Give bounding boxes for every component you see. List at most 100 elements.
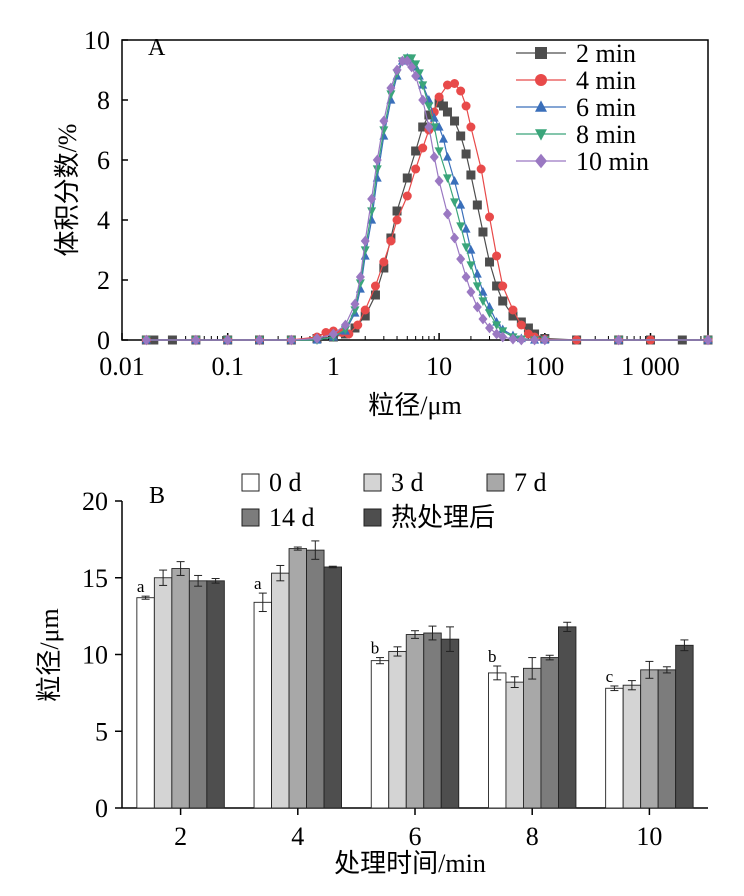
data-point: [456, 131, 466, 141]
data-point: [492, 281, 502, 291]
data-point: [456, 86, 466, 96]
panel-a-y-axis-title: 体积分数/%: [53, 124, 82, 257]
data-point: [379, 257, 389, 267]
significance-letter: a: [254, 574, 262, 593]
legend-label: 4 min: [576, 66, 636, 95]
legend-label: 2 min: [576, 39, 636, 68]
significance-letter: a: [137, 577, 145, 596]
data-point: [450, 116, 460, 126]
data-point: [424, 121, 434, 133]
x-tick-label: 0.01: [99, 352, 145, 381]
legend-swatch: [241, 473, 260, 492]
bar: [370, 660, 390, 809]
data-point: [472, 269, 482, 278]
bar: [558, 626, 577, 809]
significance-letter: b: [371, 639, 380, 658]
data-point: [418, 94, 428, 106]
legend-marker: [535, 100, 547, 112]
data-point: [411, 60, 421, 69]
legend-label: 6 min: [576, 93, 636, 122]
legend-swatch: [486, 473, 505, 492]
data-point: [370, 290, 380, 300]
data-point: [223, 334, 233, 346]
data-point: [434, 147, 444, 156]
bar: [306, 549, 325, 809]
legend-swatch: [363, 473, 382, 492]
data-point: [530, 334, 540, 346]
data-point: [360, 235, 370, 247]
data-point: [508, 333, 518, 345]
data-point: [407, 54, 417, 63]
data-point: [516, 320, 526, 330]
data-point: [478, 313, 488, 325]
bar: [153, 577, 173, 809]
data-point: [461, 149, 471, 159]
data-point: [191, 334, 201, 346]
panel-a-y-axis: 0 2 4 6 8 10: [84, 26, 128, 355]
legend-label: 8 min: [576, 120, 636, 149]
data-point: [442, 174, 452, 183]
data-point: [508, 305, 518, 315]
panel-b-x-axis-title: 处理时间/min: [334, 849, 486, 878]
y-tick-label: 0: [95, 794, 108, 823]
data-point: [703, 334, 713, 346]
data-point: [614, 334, 624, 346]
data-point: [492, 321, 502, 330]
legend-marker: [535, 74, 547, 86]
panel-b-letter: B: [149, 483, 165, 509]
data-point: [402, 191, 412, 201]
bar: [271, 572, 290, 809]
data-point: [286, 334, 296, 346]
y-tick-label: 0: [97, 326, 110, 355]
y-tick-label: 15: [82, 564, 108, 593]
legend-label: 0 d: [269, 468, 302, 497]
data-point: [141, 334, 151, 346]
data-point: [461, 243, 471, 252]
data-point: [367, 193, 377, 205]
data-point: [312, 333, 322, 344]
data-point: [485, 212, 495, 222]
legend-label: 10 min: [576, 147, 649, 176]
data-point: [442, 107, 452, 117]
legend-label: 14 d: [269, 503, 315, 532]
data-point: [370, 281, 380, 291]
data-point: [328, 328, 338, 340]
legend-swatch: [241, 508, 260, 527]
data-point: [379, 115, 389, 127]
x-tick-label: 8: [526, 822, 539, 851]
data-point: [424, 102, 434, 111]
data-point: [360, 311, 370, 321]
data-point: [411, 164, 421, 174]
data-point: [438, 101, 448, 111]
data-point: [508, 311, 518, 321]
bar: [423, 632, 442, 809]
data-point: [442, 152, 452, 161]
data-point: [472, 301, 482, 313]
bar: [136, 597, 155, 809]
y-tick-label: 10: [84, 26, 110, 55]
bar: [657, 669, 677, 809]
data-point: [476, 164, 486, 174]
data-point: [392, 64, 402, 76]
bar: [323, 566, 342, 809]
data-point: [461, 101, 471, 111]
y-tick-label: 20: [82, 487, 108, 516]
panel-b-legend: 0 d 3 d 7 d 14 d 热处理后: [241, 468, 547, 532]
bar: [675, 644, 694, 809]
data-point: [456, 253, 466, 265]
bar: [488, 672, 507, 809]
data-point: [353, 320, 363, 330]
data-point: [411, 146, 421, 156]
panel-b-bars: a a b b c: [136, 540, 694, 809]
data-point: [418, 122, 428, 132]
data-point: [360, 305, 370, 315]
data-point: [360, 246, 370, 255]
data-point: [466, 286, 476, 298]
legend-label: 热处理后: [391, 503, 495, 532]
bar: [288, 548, 307, 809]
y-tick-label: 2: [97, 266, 110, 295]
data-point: [498, 296, 508, 306]
